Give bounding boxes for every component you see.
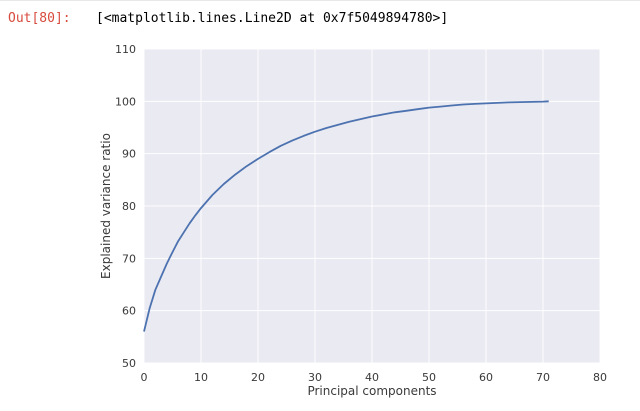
tick-labels: 0 10 20 30 40 50 60 70 80 50 60 70 80 90 100 110 <box>115 43 607 384</box>
x-axis-label: Principal components <box>307 384 436 398</box>
y-tick-label: 110 <box>115 43 136 56</box>
y-tick-label: 80 <box>122 200 136 213</box>
y-tick-label: 100 <box>115 95 136 108</box>
y-tick-label: 90 <box>122 148 136 161</box>
x-tick-label: 70 <box>536 371 550 384</box>
y-axis-label: Explained variance ratio <box>99 133 113 279</box>
x-tick-label: 0 <box>141 371 148 384</box>
x-tick-label: 20 <box>251 371 265 384</box>
x-tick-label: 40 <box>365 371 379 384</box>
output-prompt: Out[80]: <box>8 11 71 26</box>
x-tick-label: 50 <box>422 371 436 384</box>
output-repr-text: [<matplotlib.lines.Line2D at 0x7f5049894… <box>96 11 449 26</box>
x-tick-label: 30 <box>308 371 322 384</box>
series-line <box>143 100 549 332</box>
x-tick-label: 80 <box>593 371 607 384</box>
output-row: Out[80]: [<matplotlib.lines.Line2D at 0x… <box>0 0 640 34</box>
cell-divider <box>0 0 640 1</box>
y-tick-label: 50 <box>122 357 136 370</box>
x-tick-label: 60 <box>479 371 493 384</box>
x-tick-label: 10 <box>194 371 208 384</box>
y-tick-label: 60 <box>122 305 136 318</box>
series-group <box>143 100 549 332</box>
y-tick-label: 70 <box>122 252 136 265</box>
